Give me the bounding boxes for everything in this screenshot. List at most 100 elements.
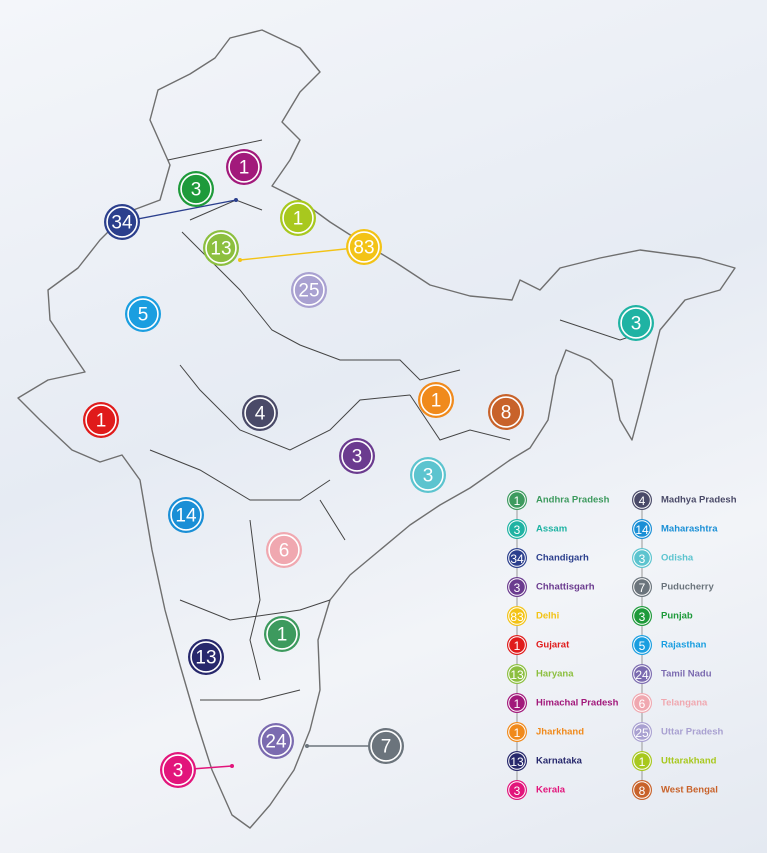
legend-label: Madhya Pradesh bbox=[661, 495, 737, 506]
map-marker-count: 14 bbox=[175, 506, 197, 527]
map-marker-count: 5 bbox=[138, 305, 149, 326]
map-marker-ring bbox=[260, 725, 292, 757]
legend-marker-count: 3 bbox=[514, 784, 521, 798]
legend-marker-count: 6 bbox=[639, 697, 646, 711]
map-marker-ring bbox=[268, 534, 300, 566]
state-borders bbox=[149, 139, 651, 701]
legend-label: Punjab bbox=[661, 611, 693, 622]
legend-marker-count: 1 bbox=[514, 697, 521, 711]
legend-marker-ring bbox=[508, 723, 526, 741]
legend-marker-count: 4 bbox=[639, 494, 646, 508]
map-marker-count: 3 bbox=[191, 180, 202, 201]
map-marker-ring bbox=[205, 232, 237, 264]
legend-marker-ring bbox=[633, 694, 651, 712]
map-marker-count: 1 bbox=[239, 158, 250, 179]
legend-marker-ring bbox=[633, 665, 651, 683]
map-marker-circle bbox=[280, 200, 316, 236]
map-marker-circle bbox=[346, 229, 382, 265]
legend-marker-circle bbox=[632, 693, 652, 713]
legend-marker-circle bbox=[632, 635, 652, 655]
legend-label: Puducherry bbox=[661, 582, 715, 593]
map-marker-ring bbox=[85, 404, 117, 436]
legend-label: Kerala bbox=[536, 785, 566, 796]
map-marker-count: 1 bbox=[293, 209, 304, 230]
legend-marker-count: 3 bbox=[639, 610, 646, 624]
legend-marker-ring bbox=[508, 781, 526, 799]
map-outline bbox=[17, 29, 736, 829]
map-marker-count: 7 bbox=[381, 737, 392, 758]
legend-marker-count: 3 bbox=[514, 523, 521, 537]
map-marker-ring bbox=[180, 173, 212, 205]
legend-marker-ring bbox=[633, 549, 651, 567]
connector-lines bbox=[121, 198, 386, 771]
leader-line bbox=[121, 199, 237, 223]
legend-marker-ring bbox=[508, 578, 526, 596]
legend-label: Andhra Pradesh bbox=[536, 495, 610, 506]
map-marker-circle bbox=[618, 305, 654, 341]
legend-label: Chhattisgarh bbox=[536, 582, 595, 593]
legend-marker-ring bbox=[508, 607, 526, 625]
legend-marker-ring bbox=[508, 752, 526, 770]
map-marker-count: 3 bbox=[423, 466, 434, 487]
legend-marker-count: 1 bbox=[514, 726, 521, 740]
legend-marker-count: 13 bbox=[510, 755, 524, 769]
map-marker-circle bbox=[168, 497, 204, 533]
legend-marker-circle bbox=[632, 490, 652, 510]
legend-label: West Bengal bbox=[661, 785, 718, 796]
map-marker-circle bbox=[178, 171, 214, 207]
map-marker-ring bbox=[420, 384, 452, 416]
legend-marker-count: 14 bbox=[635, 523, 649, 537]
legend-marker-circle bbox=[507, 722, 527, 742]
map-marker-count: 8 bbox=[501, 403, 512, 424]
leader-line bbox=[239, 246, 365, 261]
legend-marker-ring bbox=[508, 636, 526, 654]
legend-marker-ring bbox=[633, 636, 651, 654]
legend-marker-ring bbox=[508, 491, 526, 509]
leader-dot bbox=[234, 198, 238, 202]
legend-marker-count: 7 bbox=[639, 581, 646, 595]
legend-label: Odisha bbox=[661, 553, 694, 564]
legend-marker-count: 1 bbox=[639, 755, 646, 769]
map-marker-count: 13 bbox=[210, 239, 231, 260]
legend-label: Jharkhand bbox=[536, 727, 584, 738]
map-marker-count: 83 bbox=[353, 238, 374, 259]
country-border bbox=[17, 29, 736, 829]
legend-marker-ring bbox=[508, 665, 526, 683]
legend-marker-count: 3 bbox=[639, 552, 646, 566]
legend-marker-ring bbox=[633, 578, 651, 596]
legend-marker-circle bbox=[632, 548, 652, 568]
map-marker-ring bbox=[348, 231, 380, 263]
legend-marker-circle bbox=[507, 664, 527, 684]
map-marker-ring bbox=[293, 274, 325, 306]
legend-marker-circle bbox=[507, 548, 527, 568]
map-marker-circle bbox=[264, 616, 300, 652]
map-marker-count: 1 bbox=[96, 411, 107, 432]
legend-label: Delhi bbox=[536, 611, 559, 622]
legend-marker-ring bbox=[633, 520, 651, 538]
map-marker-ring bbox=[412, 459, 444, 491]
legend-marker-circle bbox=[507, 519, 527, 539]
map-marker-circle bbox=[226, 149, 262, 185]
map-marker-ring bbox=[228, 151, 260, 183]
leader-dot bbox=[238, 258, 242, 262]
map-marker-circle bbox=[242, 395, 278, 431]
legend-label: Uttarakhand bbox=[661, 756, 717, 767]
legend-marker-count: 8 bbox=[639, 784, 646, 798]
legend-marker-circle bbox=[507, 577, 527, 597]
map-marker-ring bbox=[244, 397, 276, 429]
map-marker-count: 34 bbox=[111, 213, 133, 234]
legend-marker-count: 1 bbox=[514, 639, 521, 653]
map-marker-ring bbox=[341, 440, 373, 472]
legend-label: Chandigarh bbox=[536, 553, 589, 564]
legend-marker-circle bbox=[632, 577, 652, 597]
map-marker-circle bbox=[488, 394, 524, 430]
map-marker-circle bbox=[104, 204, 140, 240]
map-marker-ring bbox=[490, 396, 522, 428]
map-marker-ring bbox=[170, 499, 202, 531]
legend-label: Gujarat bbox=[536, 640, 570, 651]
legend-label: Tamil Nadu bbox=[661, 669, 712, 680]
map-marker-count: 13 bbox=[195, 648, 216, 669]
map-marker-count: 25 bbox=[298, 281, 319, 302]
